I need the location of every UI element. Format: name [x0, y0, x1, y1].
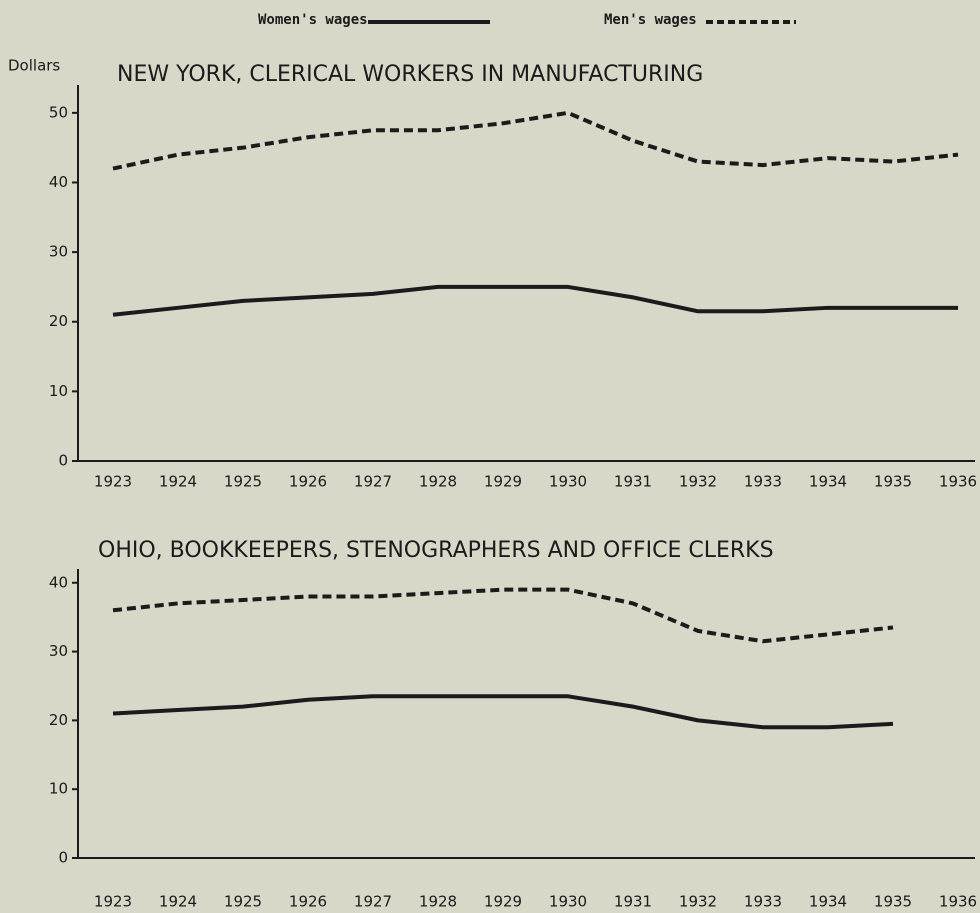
x-tick-label: 1923 [94, 893, 132, 911]
x-tick-label: 1932 [679, 893, 717, 911]
y-tick-label: 10 [49, 382, 68, 400]
x-tick-label: 1936 [939, 893, 977, 911]
y-tick-label: 10 [49, 780, 68, 798]
x-tick-label: 1930 [549, 893, 587, 911]
x-tick-label: 1933 [744, 893, 782, 911]
x-tick-label: 1924 [159, 893, 197, 911]
x-tick-label: 1926 [289, 893, 327, 911]
y-tick-label: 20 [49, 312, 68, 330]
x-tick-label: 1934 [809, 893, 847, 911]
y-tick-label: 20 [49, 711, 68, 729]
line-series [112, 587, 894, 644]
x-tick-label: 1934 [809, 473, 847, 491]
y-tick-label: 0 [58, 849, 68, 867]
y-tick-label: 30 [49, 642, 68, 660]
x-tick-label: 1925 [224, 473, 262, 491]
y-axis-label: Dollars [8, 57, 60, 75]
x-tick-label: 1931 [614, 893, 652, 911]
y-tick-label: 0 [58, 452, 68, 470]
x-tick-label: 1926 [289, 473, 327, 491]
y-tick-label: 40 [49, 573, 68, 591]
y-tick-label: 50 [49, 103, 68, 121]
x-tick-label: 1928 [419, 893, 457, 911]
x-tick-label: 1924 [159, 473, 197, 491]
x-tick-label: 1923 [94, 473, 132, 491]
y-tick-label: 30 [49, 243, 68, 261]
x-tick-label: 1925 [224, 893, 262, 911]
legend-label: Women's wages [258, 12, 368, 28]
x-tick-label: 1935 [874, 893, 912, 911]
chart-title: NEW YORK, CLERICAL WORKERS IN MANUFACTUR… [117, 62, 703, 87]
legend-label: Men's wages [604, 12, 697, 28]
x-tick-label: 1928 [419, 473, 457, 491]
x-tick-label: 1931 [614, 473, 652, 491]
chart-title: OHIO, BOOKKEEPERS, STENOGRAPHERS AND OFF… [98, 538, 774, 563]
line-series [112, 694, 894, 730]
x-tick-label: 1929 [484, 893, 522, 911]
x-tick-label: 1929 [484, 473, 522, 491]
x-tick-label: 1927 [354, 473, 392, 491]
x-tick-label: 1933 [744, 473, 782, 491]
line-series [112, 110, 959, 171]
y-tick-label: 40 [49, 173, 68, 191]
line-series [112, 284, 958, 317]
x-tick-label: 1936 [939, 473, 977, 491]
x-tick-label: 1932 [679, 473, 717, 491]
x-tick-label: 1935 [874, 473, 912, 491]
x-tick-label: 1930 [549, 473, 587, 491]
x-tick-label: 1927 [354, 893, 392, 911]
